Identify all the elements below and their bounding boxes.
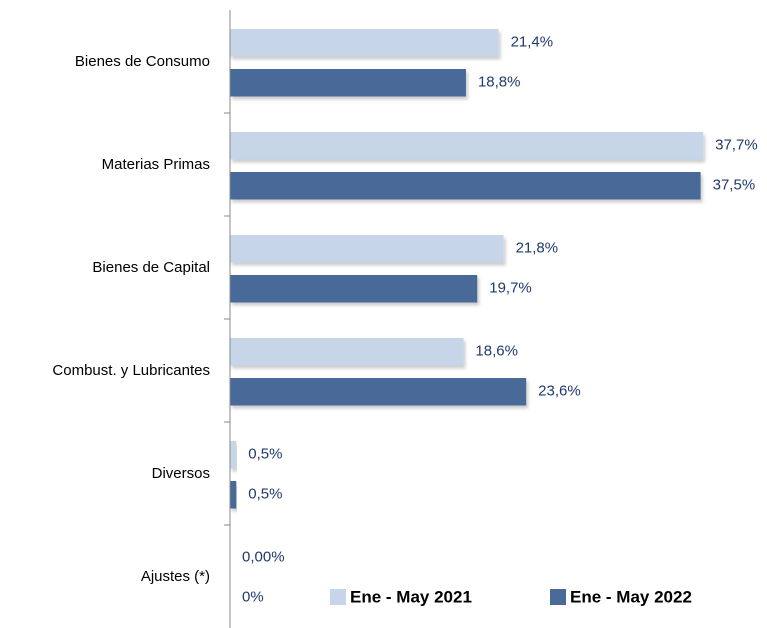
bar — [230, 29, 499, 57]
category-label: Bienes de Capital — [92, 259, 210, 276]
value-label: 19,7% — [489, 280, 532, 297]
value-label: 0,5% — [248, 446, 282, 463]
bar — [230, 378, 527, 406]
value-label: 37,7% — [715, 137, 758, 154]
bar — [230, 275, 478, 303]
value-label: 0,00% — [242, 549, 285, 566]
bar — [230, 132, 704, 160]
category-label: Materias Primas — [102, 156, 210, 173]
legend-swatch — [550, 589, 566, 605]
category-label: Combust. y Lubricantes — [52, 362, 210, 379]
bar — [230, 69, 466, 97]
bar — [230, 441, 237, 469]
bar — [230, 172, 701, 200]
legend-label: Ene - May 2021 — [350, 587, 472, 606]
value-label: 0% — [242, 589, 264, 606]
bar — [230, 338, 464, 366]
value-label: 37,5% — [713, 177, 756, 194]
value-label: 23,6% — [538, 383, 581, 400]
legend-label: Ene - May 2022 — [570, 587, 692, 606]
value-label: 18,8% — [478, 74, 521, 91]
value-label: 21,4% — [511, 34, 554, 51]
legend-swatch — [330, 589, 346, 605]
category-label: Diversos — [152, 465, 210, 482]
value-label: 0,5% — [248, 486, 282, 503]
bar — [230, 481, 237, 509]
category-label: Ajustes (*) — [141, 568, 210, 585]
value-label: 18,6% — [475, 343, 518, 360]
bar — [230, 235, 504, 263]
value-label: 21,8% — [516, 240, 559, 257]
category-label: Bienes de Consumo — [75, 53, 210, 70]
